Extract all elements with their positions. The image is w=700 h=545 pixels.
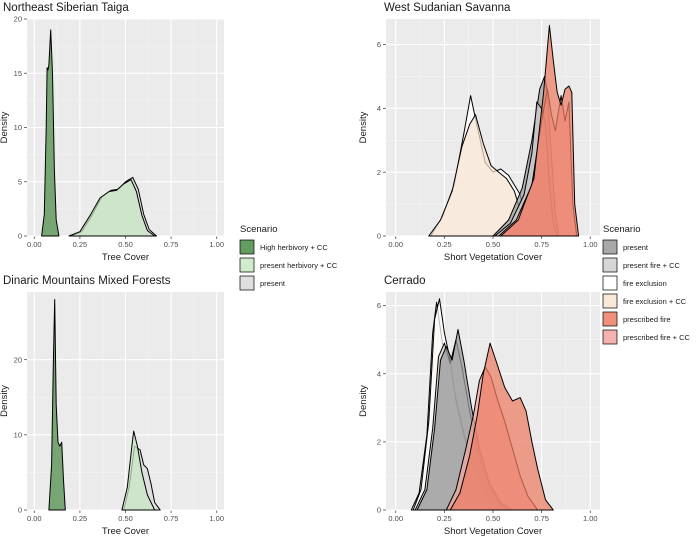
density-area-prescribed-fire xyxy=(449,342,554,511)
x-tick-label: 0.00 xyxy=(388,240,403,249)
y-axis-label: Density xyxy=(358,385,369,417)
panel-title: West Sudanian Savanna xyxy=(384,2,511,14)
density-area-high-herbivory-cc xyxy=(48,299,66,511)
x-axis-label: Short Vegetation Cover xyxy=(444,526,542,537)
y-tick-label: 4 xyxy=(377,369,381,378)
y-tick-label: 6 xyxy=(377,40,381,49)
legend-item-label: High herbivory + CC xyxy=(260,243,328,252)
legend-item-label: present xyxy=(260,279,286,288)
panel-title: Northeast Siberian Taiga xyxy=(3,2,129,14)
legend-title: Scenario xyxy=(603,224,641,235)
x-tick-label: 0.00 xyxy=(27,240,42,249)
legend-item-label: present xyxy=(623,243,649,252)
y-tick-label: 0 xyxy=(377,232,381,241)
x-tick-label: 0.25 xyxy=(73,240,88,249)
legend-item-label: fire exclusion + CC xyxy=(623,297,687,306)
y-tick-label: 0 xyxy=(377,506,381,515)
panel-2: 0.00 0.25 0.50 0.75 1.00 0 2 4 6 West Sudanian Sa… xyxy=(358,2,600,263)
y-tick-label: 20 xyxy=(14,15,22,24)
x-axis-label: Short Vegetation Cover xyxy=(444,252,542,263)
x-tick-label: 0.50 xyxy=(118,240,133,249)
x-tick-label: 0.50 xyxy=(486,514,501,523)
y-tick-label: 0 xyxy=(18,232,22,241)
legend-swatch xyxy=(602,275,618,291)
legend-0: Scenario High herbivory + CC present herbi… xyxy=(239,224,338,291)
y-tick-label: 10 xyxy=(14,123,22,132)
legend-swatch xyxy=(602,239,618,255)
x-tick-label: 0.50 xyxy=(118,514,133,523)
density-area-present-herbivory-cc xyxy=(121,430,156,511)
legend-item-label: fire exclusion xyxy=(623,279,667,288)
x-tick-label: 0.00 xyxy=(388,514,403,523)
y-tick-label: 20 xyxy=(14,355,22,364)
x-tick-label: 1.00 xyxy=(209,240,224,249)
legend-swatch xyxy=(602,257,618,273)
density-area-prescribed-fire xyxy=(500,24,580,237)
y-tick-label: 0 xyxy=(18,506,22,515)
y-tick-label: 4 xyxy=(377,104,381,113)
x-tick-label: 0.00 xyxy=(27,514,42,523)
x-tick-label: 0.75 xyxy=(164,240,179,249)
panel-1: 0.00 0.25 0.50 0.75 1.00 0 10 20 Dinaric Mountai… xyxy=(0,275,224,537)
density-area-high-herbivory-cc xyxy=(41,29,60,237)
y-axis-label: Density xyxy=(0,111,10,143)
legend-swatch xyxy=(602,293,618,309)
legend-swatch xyxy=(239,239,255,255)
y-tick-label: 15 xyxy=(14,69,22,78)
x-tick-label: 0.75 xyxy=(534,514,549,523)
y-axis-label: Density xyxy=(358,111,369,143)
legend-swatch xyxy=(239,275,255,291)
legend-item-label: present fire + CC xyxy=(623,261,680,270)
legend-swatch xyxy=(602,329,618,345)
legend-item-label: present herbivory + CC xyxy=(260,261,338,270)
legend-1: Scenario present present fire + CC fire exc… xyxy=(602,224,690,345)
x-tick-label: 0.75 xyxy=(534,240,549,249)
legend-item-label: prescribed fire xyxy=(623,315,671,324)
y-tick-label: 6 xyxy=(377,301,381,310)
x-tick-label: 1.00 xyxy=(583,240,598,249)
legend-swatch xyxy=(602,311,618,327)
y-tick-label: 2 xyxy=(377,168,381,177)
x-tick-label: 0.25 xyxy=(437,514,452,523)
panel-title: Cerrado xyxy=(384,275,426,287)
y-tick-label: 2 xyxy=(377,437,381,446)
legend-title: Scenario xyxy=(240,224,278,235)
x-tick-label: 1.00 xyxy=(583,514,598,523)
legend-item-label: prescribed fire + CC xyxy=(623,333,690,342)
density-area-present-herbivory-cc xyxy=(68,179,156,237)
x-tick-label: 0.25 xyxy=(73,514,88,523)
legend-swatch xyxy=(239,257,255,273)
x-axis-label: Tree Cover xyxy=(102,526,149,537)
x-tick-label: 0.50 xyxy=(486,240,501,249)
y-axis-label: Density xyxy=(0,385,10,417)
panel-3: 0.00 0.25 0.50 0.75 1.00 0 2 4 6 Cerrado Short Veg… xyxy=(358,275,600,537)
x-tick-label: 1.00 xyxy=(209,514,224,523)
x-tick-label: 0.75 xyxy=(164,514,179,523)
x-axis-label: Tree Cover xyxy=(102,252,149,263)
y-tick-label: 5 xyxy=(18,177,22,186)
y-tick-label: 10 xyxy=(14,430,22,439)
panel-title: Dinaric Mountains Mixed Forests xyxy=(3,275,171,287)
x-tick-label: 0.25 xyxy=(437,240,452,249)
